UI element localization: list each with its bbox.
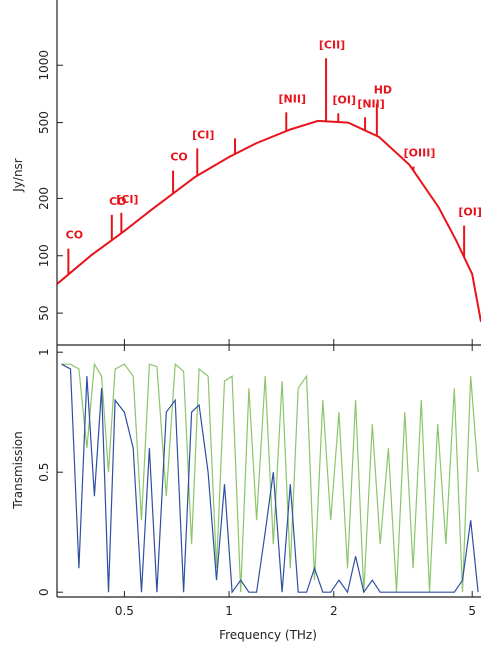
line-label: [OI] xyxy=(333,93,357,106)
y-tick-label: 500 xyxy=(37,111,51,134)
y-tick-label: 0.5 xyxy=(37,463,51,482)
x-axis-title: Frequency (THz) xyxy=(219,628,317,642)
y-tick-label: 50 xyxy=(37,305,51,320)
line-label: [NII] xyxy=(357,97,384,110)
line-label: CO xyxy=(109,195,126,208)
y-tick-label: 100 xyxy=(37,244,51,267)
y-tick-label: 1 xyxy=(37,348,51,356)
line-label: HD xyxy=(374,83,392,96)
plot-area xyxy=(57,58,481,322)
line-label: [NII] xyxy=(279,92,306,105)
plot-area xyxy=(61,362,479,594)
line-label: [CI] xyxy=(192,128,214,141)
line-label: CO xyxy=(66,229,83,242)
series-line xyxy=(61,362,479,593)
series-line xyxy=(61,363,479,594)
y-tick-label: 1000 xyxy=(37,50,51,81)
x-tick-label: 5 xyxy=(468,604,476,618)
line-label: [OIII] xyxy=(404,147,436,160)
y-tick-label: 200 xyxy=(37,187,51,210)
line-label: CO xyxy=(170,151,187,164)
line-label: [OI] xyxy=(458,206,481,219)
y-axis-title: Transmission xyxy=(11,431,25,510)
line-label: [CI] xyxy=(116,193,138,206)
line-label: [CII] xyxy=(319,38,345,51)
x-tick-label: 2 xyxy=(330,604,338,618)
y-tick-label: 0 xyxy=(37,588,51,596)
y-axis-title: Jy/nsr xyxy=(11,158,25,193)
series-line xyxy=(57,119,481,322)
x-tick-label: 0.5 xyxy=(115,604,134,618)
x-tick-label: 1 xyxy=(225,604,233,618)
